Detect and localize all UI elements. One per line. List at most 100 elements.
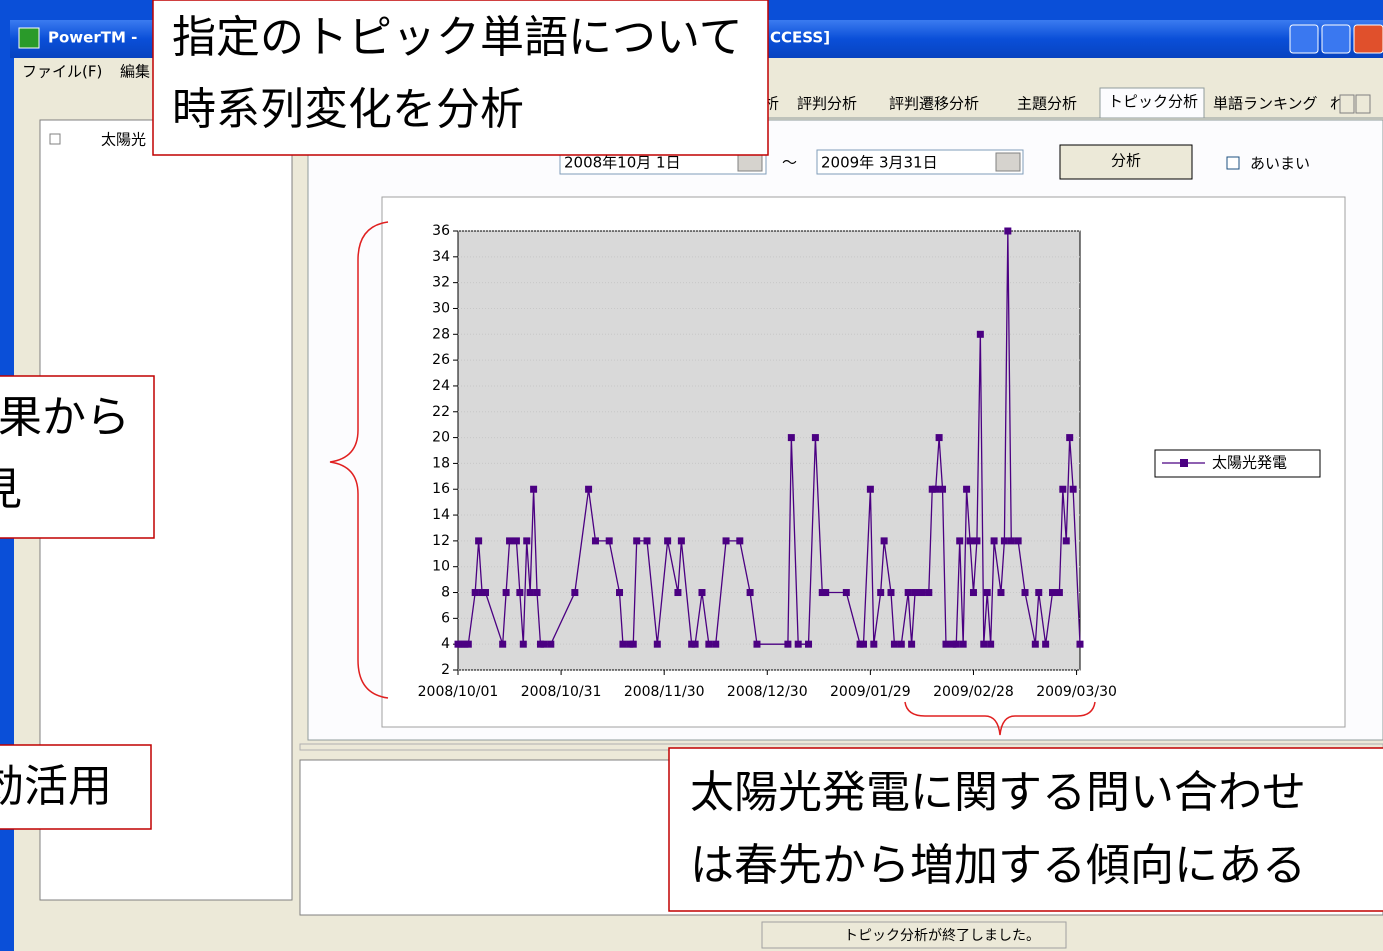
close-button[interactable] [1354, 25, 1383, 53]
point-marker [523, 537, 530, 544]
y-tick-label: 22 [432, 404, 450, 420]
point-marker [1035, 589, 1042, 596]
y-tick-label: 16 [432, 481, 450, 497]
point-marker [1008, 537, 1015, 544]
point-marker [805, 641, 812, 648]
point-marker [932, 486, 939, 493]
point-marker [482, 589, 489, 596]
point-marker [475, 537, 482, 544]
tree-expander[interactable] [50, 134, 60, 144]
point-marker [585, 486, 592, 493]
y-tick-label: 10 [432, 559, 450, 575]
tab-scroll-left[interactable] [1340, 95, 1354, 113]
point-marker [843, 589, 850, 596]
tab[interactable]: 評判遷移分析 [889, 95, 979, 113]
point-marker [472, 589, 479, 596]
point-marker [984, 589, 991, 596]
point-marker [887, 589, 894, 596]
dropdown-button[interactable] [996, 153, 1020, 171]
analyze-button-label: 分析 [1111, 152, 1141, 170]
point-marker [540, 641, 547, 648]
point-marker [870, 641, 877, 648]
tab-scroll-right[interactable] [1356, 95, 1370, 113]
callout-text: 効活用 [0, 761, 112, 812]
point-marker [723, 537, 730, 544]
point-marker [664, 537, 671, 544]
x-tick-label: 2008/10/31 [521, 684, 602, 700]
point-marker [942, 641, 949, 648]
point-marker [633, 537, 640, 544]
point-marker [973, 537, 980, 544]
checkbox-label: あいまい [1250, 155, 1310, 173]
point-marker [1056, 589, 1063, 596]
y-tick-label: 34 [432, 249, 450, 265]
title-text: CCESS] [770, 29, 830, 47]
y-tick-label: 6 [441, 610, 450, 626]
point-marker [571, 589, 578, 596]
point-marker [1070, 486, 1077, 493]
point-marker [1001, 537, 1008, 544]
point-marker [520, 641, 527, 648]
title-text: PowerTM - [48, 29, 137, 47]
menu-item[interactable]: ファイル(F) [22, 63, 102, 81]
tree-node[interactable]: 太陽光 [101, 131, 146, 149]
point-marker [991, 537, 998, 544]
point-marker [960, 641, 967, 648]
point-marker [499, 641, 506, 648]
point-marker [1066, 434, 1073, 441]
point-marker [1049, 589, 1056, 596]
y-tick-label: 8 [441, 585, 450, 601]
point-marker [1063, 537, 1070, 544]
point-marker [630, 641, 637, 648]
minimize-button[interactable] [1290, 25, 1318, 53]
maximize-button[interactable] [1322, 25, 1350, 53]
point-marker [956, 537, 963, 544]
checkbox[interactable] [1227, 157, 1239, 169]
point-marker [877, 589, 884, 596]
y-tick-label: 24 [432, 378, 450, 394]
point-marker [970, 589, 977, 596]
point-marker [692, 641, 699, 648]
point-marker [987, 641, 994, 648]
y-tick-label: 14 [432, 507, 450, 523]
legend-marker [1180, 459, 1188, 467]
point-marker [908, 641, 915, 648]
callout-text: は春先から増加する傾向にある [690, 840, 1306, 891]
y-tick-label: 12 [432, 533, 450, 549]
x-tick-label: 2009/02/28 [933, 684, 1014, 700]
page: {"window":{"title_left":"PowerTM -","tit… [0, 0, 1383, 951]
point-marker [747, 589, 754, 596]
point-marker [654, 641, 661, 648]
point-marker [822, 589, 829, 596]
y-tick-label: 4 [441, 636, 450, 652]
point-marker [881, 537, 888, 544]
point-marker [977, 331, 984, 338]
point-marker [812, 434, 819, 441]
point-marker [503, 589, 510, 596]
y-tick-label: 30 [432, 300, 450, 316]
point-marker [619, 641, 626, 648]
callout-text: 見 [0, 464, 22, 515]
menu-item[interactable]: 編集 [120, 63, 150, 81]
screen: PowerTM - CCESS] ファイル(F) 編集 太陽光 析 評判分析 評… [0, 0, 1383, 951]
tab[interactable]: 主題分析 [1017, 95, 1077, 113]
callout-text: 果から [0, 392, 130, 443]
tab[interactable]: トピック分析 [1108, 93, 1198, 111]
point-marker [1059, 486, 1066, 493]
point-marker [936, 434, 943, 441]
point-marker [918, 589, 925, 596]
tab[interactable]: 評判分析 [797, 95, 857, 113]
point-marker [705, 641, 712, 648]
point-marker [939, 486, 946, 493]
point-marker [516, 589, 523, 596]
status-bar [14, 918, 1383, 951]
point-marker [980, 641, 987, 648]
tab[interactable]: 単語ランキング [1213, 95, 1318, 113]
callout-text: 指定のトピック単語について [172, 12, 743, 63]
y-tick-label: 28 [432, 326, 450, 342]
status-text: トピック分析が終了しました。 [844, 928, 1040, 944]
point-marker [644, 537, 651, 544]
point-marker [527, 589, 534, 596]
point-marker [606, 537, 613, 544]
point-marker [1042, 641, 1049, 648]
